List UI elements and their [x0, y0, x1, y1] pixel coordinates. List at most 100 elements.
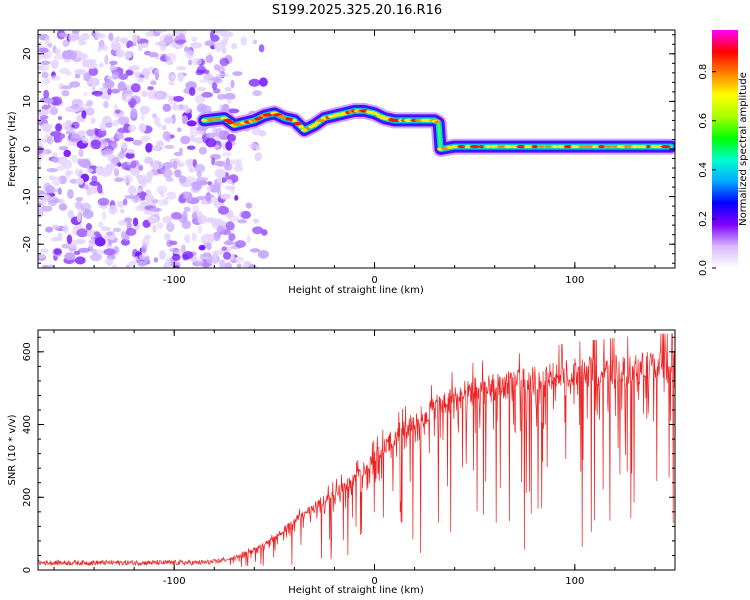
noise-blob: [75, 197, 84, 202]
spectrogram-xlabel: Height of straight line (km): [288, 285, 424, 296]
noise-blob: [165, 177, 174, 182]
noise-blob: [82, 58, 88, 68]
noise-blob: [150, 207, 162, 212]
noise-blob: [237, 219, 248, 224]
noise-blob: [148, 66, 155, 71]
noise-blob: [67, 209, 74, 219]
noise-blob: [188, 87, 196, 96]
noise-blob: [97, 47, 102, 52]
noise-blob: [64, 252, 76, 261]
signal-hotspot: [504, 145, 513, 149]
noise-blob: [106, 231, 113, 236]
colorbar-ticks: 0.0 0.2 0.4 0.6 0.8: [698, 64, 716, 276]
noise-blob: [194, 163, 206, 173]
noise-blob: [68, 33, 78, 42]
noise-blob: [115, 49, 125, 58]
noise-blob: [118, 73, 128, 80]
noise-blob: [125, 264, 131, 268]
noise-blob: [58, 32, 69, 38]
colorbar-gradient: [712, 30, 738, 268]
colorbar-tick-label: 0.0: [698, 260, 709, 276]
noise-blob: [78, 247, 90, 253]
noise-blob: [180, 244, 186, 253]
noise-blob: [206, 185, 212, 193]
noise-blob: [223, 251, 231, 260]
noise-blob: [117, 127, 128, 134]
noise-blob: [136, 78, 144, 83]
noise-blob: [62, 224, 69, 234]
noise-blob: [130, 108, 138, 119]
noise-blob: [248, 264, 257, 268]
noise-blob: [119, 208, 125, 214]
noise-blob: [56, 165, 65, 171]
noise-blob: [153, 257, 159, 263]
noise-blob: [137, 260, 147, 267]
noise-blob: [55, 123, 63, 132]
noise-blob: [84, 158, 91, 166]
signal-hotspot: [201, 118, 208, 122]
noise-blob: [204, 40, 215, 47]
noise-blob: [38, 55, 42, 61]
noise-blob: [111, 41, 122, 51]
signal-hotspot: [293, 122, 303, 126]
noise-blob: [89, 181, 101, 187]
noise-blob: [259, 77, 268, 87]
noise-blob: [110, 88, 120, 94]
noise-blob: [84, 107, 95, 116]
noise-blob: [53, 248, 62, 255]
noise-blob: [86, 187, 92, 196]
signal-hotspot: [531, 145, 538, 149]
noise-blob: [95, 249, 106, 255]
noise-blob: [97, 183, 103, 194]
noise-blob: [252, 90, 262, 97]
noise-blob: [227, 108, 240, 114]
noise-blob: [228, 215, 240, 222]
noise-blob: [257, 250, 269, 259]
noise-blob: [69, 81, 81, 88]
noise-blob: [224, 86, 232, 92]
noise-blob: [177, 72, 184, 82]
noise-blob: [213, 231, 222, 239]
snr-panel: -100 0 100 0 200 400 600 Height of straight li…: [7, 329, 676, 596]
noise-blob: [216, 93, 227, 100]
noise-blob: [124, 194, 136, 199]
noise-blob: [76, 238, 85, 244]
noise-blob: [52, 152, 58, 158]
noise-blob: [43, 97, 54, 104]
noise-blob: [211, 82, 218, 91]
noise-blob: [74, 68, 87, 75]
noise-blob: [161, 124, 167, 131]
noise-blob: [232, 71, 243, 76]
noise-blob: [83, 91, 88, 97]
signal-hotspot: [598, 145, 605, 149]
noise-blob: [166, 222, 175, 233]
noise-blob: [104, 79, 115, 89]
noise-blob: [162, 216, 173, 224]
noise-blob: [39, 115, 49, 120]
noise-blob: [94, 237, 106, 247]
noise-blob: [122, 93, 132, 103]
signal-hotspot: [583, 145, 593, 149]
noise-speckle: [38, 30, 269, 268]
noise-blob: [219, 259, 226, 268]
noise-blob: [142, 219, 151, 228]
noise-blob: [52, 176, 62, 187]
snr-plot-area: [38, 333, 675, 567]
noise-blob: [91, 30, 96, 37]
noise-blob: [57, 116, 63, 121]
noise-blob: [146, 174, 153, 184]
noise-blob: [81, 110, 87, 119]
noise-blob: [178, 175, 187, 184]
noise-blob: [169, 240, 178, 246]
noise-blob: [196, 103, 207, 113]
noise-blob: [103, 100, 109, 109]
noise-blob: [207, 181, 213, 186]
noise-blob: [202, 69, 210, 74]
noise-blob: [41, 264, 50, 268]
signal-hotspot: [285, 117, 290, 121]
noise-blob: [58, 146, 69, 151]
noise-blob: [48, 42, 53, 48]
noise-blob: [163, 197, 169, 206]
noise-blob: [45, 226, 54, 233]
noise-blob: [43, 89, 50, 100]
